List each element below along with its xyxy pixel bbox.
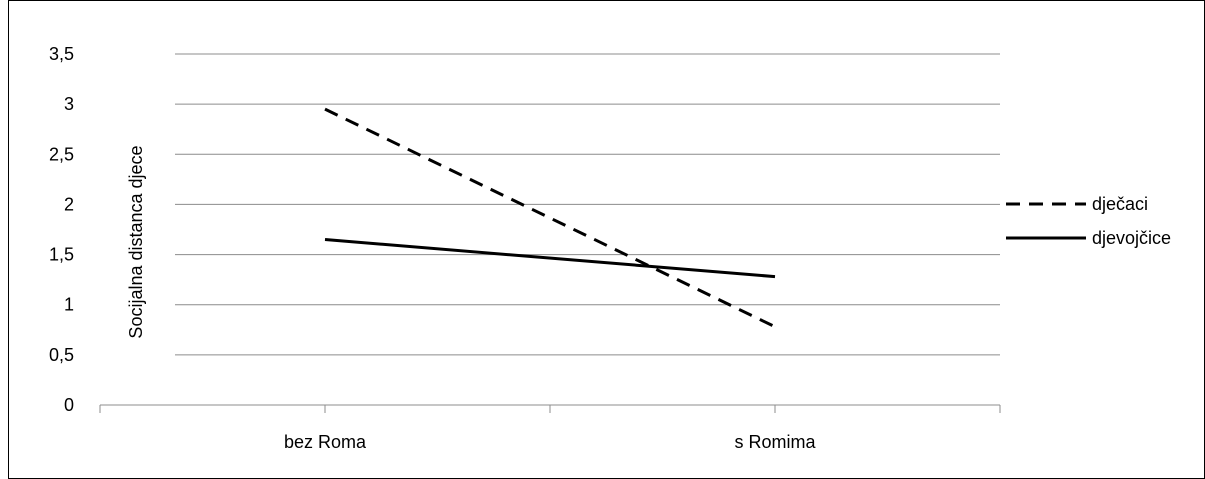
y-tick-label: 1 <box>64 295 74 315</box>
legend-label: djevojčice <box>1092 228 1171 248</box>
y-tick-label: 3 <box>64 94 74 114</box>
y-tick-label: 2 <box>64 194 74 214</box>
x-tick-label: s Romima <box>734 432 816 452</box>
axes: 0 0,5 1 1,5 2 2,5 3 3,5 bez Roma s Romima <box>49 44 1001 452</box>
legend-label: dječaci <box>1092 194 1148 214</box>
y-tick-label: 0,5 <box>49 345 74 365</box>
y-tick-label: 1,5 <box>49 245 74 265</box>
legend: dječaci djevojčice <box>1006 194 1171 248</box>
x-tick-label: bez Roma <box>284 432 367 452</box>
series-lines <box>324 107 776 329</box>
y-tick-label: 3,5 <box>49 44 74 64</box>
series-line-dashed <box>324 107 776 329</box>
series-line-solid <box>324 238 776 279</box>
gridlines <box>175 53 1000 356</box>
y-tick-label: 0 <box>64 395 74 415</box>
y-axis-label: Socijalna distanca djece <box>126 145 146 338</box>
y-tick-label: 2,5 <box>49 144 74 164</box>
chart-frame <box>8 0 1205 479</box>
